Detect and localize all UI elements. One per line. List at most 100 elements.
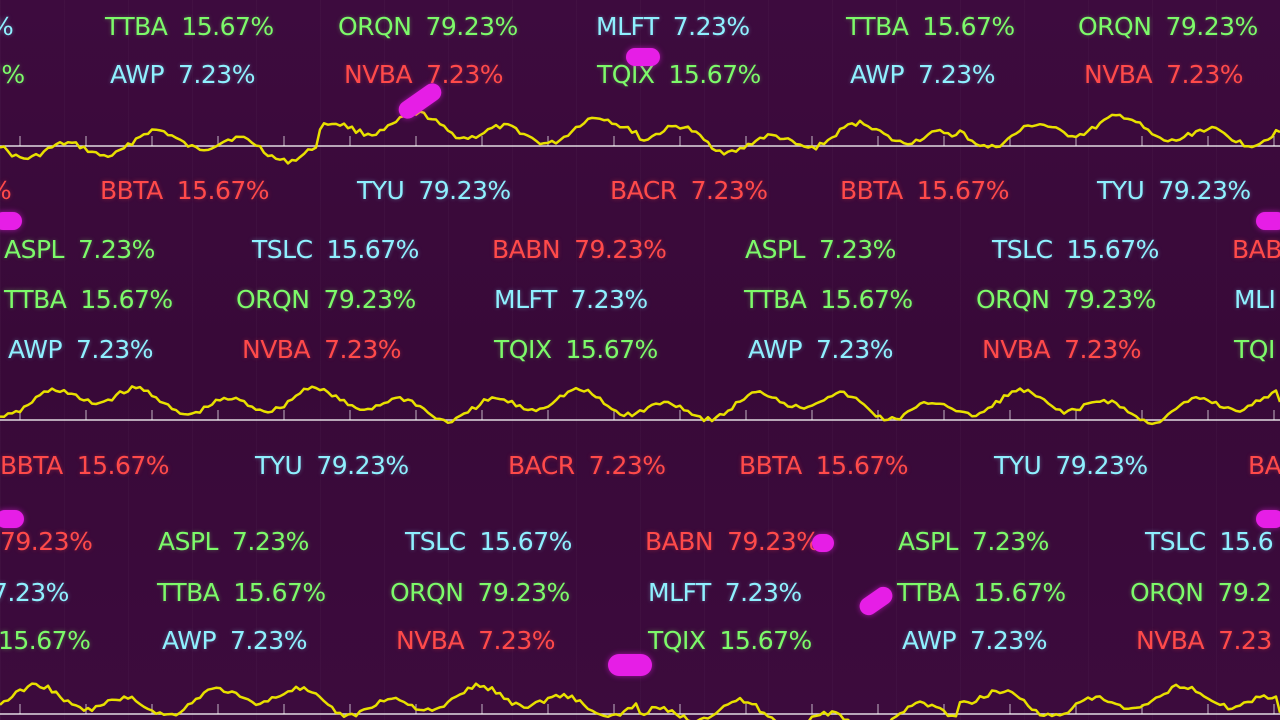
ticker-percent: 15.67%	[181, 12, 274, 41]
ticker-item: TYU 79.23%	[994, 453, 1148, 478]
ticker-symbol: AWP	[850, 60, 905, 89]
ticker-percent: 7.23%	[918, 60, 995, 89]
ticker-item: TQIX 15.67%	[494, 337, 658, 362]
ticker-percent: 15.67%	[973, 578, 1066, 607]
magenta-blob	[608, 654, 652, 676]
ticker-symbol: NVBA	[1084, 60, 1153, 89]
ticker-symbol: BBTA	[840, 176, 903, 205]
ticker-symbol: TSLC	[992, 235, 1053, 264]
ticker-percent: 7.23%	[672, 12, 750, 41]
ticker-item: MLFT 7.23%	[648, 580, 802, 605]
ticker-percent: 15.67%	[820, 285, 913, 314]
ticker-item: TQI	[1234, 337, 1275, 362]
ticker-item: BABN 79.23%	[645, 527, 820, 556]
ticker-item: TTBA 15.67%	[4, 287, 173, 312]
ticker-symbol: NVBA	[242, 335, 311, 364]
ticker-item: NVBA 7.23%	[242, 337, 401, 362]
ticker-item: BBTA 15.67%	[0, 451, 170, 480]
waveform-line	[0, 385, 1280, 426]
ticker-percent: 7.23%	[324, 335, 401, 364]
ticker-percent: 79.23%	[425, 12, 518, 41]
ticker-percent: 7.23%	[0, 578, 69, 607]
ticker-percent: 79.23%	[323, 285, 416, 314]
ticker-percent: 7.23%	[478, 626, 555, 655]
waveform-line	[0, 110, 1280, 165]
ticker-item: MLFT 7.23%	[494, 287, 648, 312]
ticker-percent: 79.23%	[1158, 176, 1251, 205]
ticker-percent: 15.67%	[326, 235, 420, 264]
ticker-percent: 79.23%	[1165, 12, 1258, 41]
ticker-symbol: TTBA	[744, 285, 807, 314]
ticker-percent: 15.67%	[76, 451, 170, 480]
ticker-symbol: BABN	[645, 527, 714, 556]
ticker-symbol: BAB	[1232, 235, 1280, 264]
ticker-item: TYU 79.23%	[357, 178, 511, 203]
magenta-blob	[812, 534, 834, 552]
ticker-item: AWP 7.23%	[110, 62, 255, 87]
ticker-symbol: TTBA	[4, 285, 67, 314]
ticker-percent: 79.23%	[477, 578, 570, 607]
ticker-percent: 15.67%	[80, 285, 173, 314]
ticker-symbol: TQI	[1234, 335, 1275, 364]
ticker-symbol: ORQN	[236, 285, 310, 314]
ticker-symbol: BBTA	[739, 451, 802, 480]
ticker-percent: %	[0, 14, 14, 39]
ticker-percent: 79.23%	[418, 176, 511, 205]
ticker-symbol: ORQN	[976, 285, 1050, 314]
waveform-chart	[0, 682, 1280, 720]
ticker-item: ASPL 7.23%	[158, 529, 309, 554]
ticker-item: TYU 79.23%	[255, 453, 409, 478]
ticker-symbol: TQIX	[648, 626, 706, 655]
ticker-item: ASPL 7.23%	[4, 237, 155, 262]
ticker-item: TSLC 15.6	[1145, 527, 1274, 556]
ticker-item: NVBA 7.23%	[396, 628, 555, 653]
ticker-symbol: TQIX	[597, 60, 655, 89]
ticker-symbol: BACR	[508, 451, 575, 480]
ticker-percent: 79.2	[1217, 578, 1272, 607]
magenta-blob	[626, 48, 660, 66]
magenta-blob	[856, 583, 896, 619]
ticker-percent: 7.23	[1218, 626, 1272, 655]
ticker-percent: 15.67%	[815, 451, 909, 480]
ticker-symbol: ORQN	[338, 12, 412, 41]
ticker-percent: 7.23%	[1064, 335, 1141, 364]
ticker-symbol: NVBA	[1136, 626, 1205, 655]
ticker-symbol: TYU	[1097, 176, 1145, 205]
ticker-symbol: NVBA	[396, 626, 465, 655]
ticker-symbol: MLFT	[648, 578, 711, 607]
ticker-percent: 7.23%	[970, 626, 1047, 655]
ticker-item: AWP 7.23%	[8, 337, 153, 362]
ticker-percent: 15.67%	[0, 626, 91, 655]
ticker-item: TTBA 15.67%	[105, 14, 274, 39]
ticker-percent: 15.67%	[916, 176, 1010, 205]
ticker-percent: 15.67%	[719, 626, 812, 655]
ticker-symbol: TSLC	[1145, 527, 1206, 556]
ticker-item: 15.67%	[0, 626, 91, 655]
ticker-symbol: MLFT	[596, 12, 659, 41]
ticker-item: NVBA 7.23%	[1084, 62, 1243, 87]
ticker-item: BACR 7.23%	[508, 453, 666, 478]
ticker-item: BABN 79.23%	[492, 237, 667, 262]
magenta-blob	[1256, 510, 1280, 528]
ticker-percent: 7%	[0, 60, 25, 89]
ticker-symbol: AWP	[8, 335, 63, 364]
ticker-percent: 7.23%	[76, 335, 153, 364]
ticker-item: MLI	[1234, 287, 1276, 312]
ticker-percent: 7.23%	[426, 60, 503, 89]
ticker-item: %	[0, 14, 14, 39]
waveform-chart	[0, 110, 1280, 165]
ticker-symbol: ASPL	[158, 527, 218, 556]
ticker-item: TTBA 15.67%	[744, 287, 913, 312]
ticker-percent: 15.67%	[176, 176, 270, 205]
ticker-item: TQIX 15.67%	[648, 628, 812, 653]
waveform-chart	[0, 385, 1280, 426]
ticker-item: ORQN 79.23%	[976, 287, 1156, 312]
ticker-item: AWP 7.23%	[162, 628, 307, 653]
ticker-symbol: TTBA	[105, 12, 168, 41]
ticker-item: BBTA 15.67%	[840, 176, 1010, 205]
ticker-symbol: TQIX	[494, 335, 552, 364]
ticker-percent: 15.67%	[668, 60, 761, 89]
magenta-blob	[0, 510, 24, 528]
ticker-percent: 79.23%	[727, 527, 820, 556]
ticker-symbol: ORQN	[390, 578, 464, 607]
